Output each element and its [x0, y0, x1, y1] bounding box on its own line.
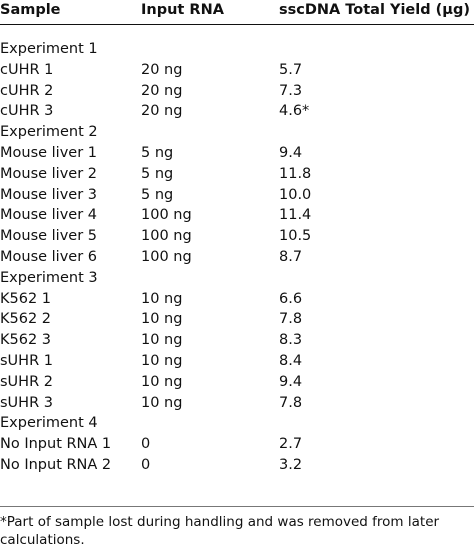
input-rna-cell: 10 ng [141, 290, 183, 307]
input-rna-cell: 20 ng [141, 82, 183, 99]
sample-cell: cUHR 1 [0, 61, 54, 78]
table-row: sUHR 2 10 ng 9.4 [0, 372, 474, 393]
sample-cell: No Input RNA 1 [0, 436, 112, 453]
sample-cell: K562 2 [0, 311, 52, 328]
header-sample: Sample [0, 2, 61, 18]
input-rna-cell: 10 ng [141, 373, 183, 390]
yield-table: Sample Input RNA sscDNA Total Yield (µg)… [0, 0, 474, 476]
table-row: K562 3 10 ng 8.3 [0, 330, 474, 351]
table-row: sUHR 3 10 ng 7.8 [0, 393, 474, 414]
table-row: Mouse liver 1 5 ng 9.4 [0, 143, 474, 164]
sample-cell: sUHR 1 [0, 352, 53, 369]
header-input-rna: Input RNA [141, 2, 224, 18]
sample-cell: Mouse liver 2 [0, 165, 98, 182]
yield-cell: 11.4 [279, 207, 312, 224]
table-footnote: *Part of sample lost during handling and… [0, 514, 440, 548]
section-row: Experiment 1 [0, 39, 474, 60]
input-rna-cell: 20 ng [141, 103, 183, 120]
yield-cell: 9.4 [279, 144, 303, 161]
section-label: Experiment 2 [0, 124, 98, 141]
table-bottom-rule [0, 506, 474, 507]
input-rna-cell: 0 [141, 436, 151, 453]
sample-cell: cUHR 2 [0, 82, 54, 99]
table-body: Experiment 1 cUHR 1 20 ng 5.7 cUHR 2 20 ng 7.3… [0, 25, 474, 476]
yield-cell: 9.4 [279, 373, 303, 390]
input-rna-cell: 100 ng [141, 248, 192, 265]
yield-cell: 7.3 [279, 82, 303, 99]
yield-cell: 8.3 [279, 332, 303, 349]
table-row: Mouse liver 4 100 ng 11.4 [0, 205, 474, 226]
input-rna-cell: 20 ng [141, 61, 183, 78]
sample-cell: Mouse liver 1 [0, 144, 98, 161]
yield-cell: 11.8 [279, 165, 312, 182]
table-row: K562 2 10 ng 7.8 [0, 309, 474, 330]
sample-cell: cUHR 3 [0, 103, 54, 120]
sample-cell: Mouse liver 6 [0, 248, 98, 265]
sample-cell: Mouse liver 3 [0, 186, 98, 203]
header-yield: sscDNA Total Yield (µg) [279, 2, 470, 18]
yield-cell: 2.7 [279, 436, 303, 453]
yield-cell: 7.8 [279, 394, 303, 411]
input-rna-cell: 5 ng [141, 165, 174, 182]
sample-cell: No Input RNA 2 [0, 456, 112, 473]
yield-cell: 4.6* [279, 103, 310, 120]
yield-cell: 7.8 [279, 311, 303, 328]
table-row: Mouse liver 2 5 ng 11.8 [0, 164, 474, 185]
table-header: Sample Input RNA sscDNA Total Yield (µg) [0, 0, 474, 25]
input-rna-cell: 10 ng [141, 394, 183, 411]
section-row: Experiment 3 [0, 268, 474, 289]
yield-cell: 8.7 [279, 248, 303, 265]
section-row: Experiment 2 [0, 122, 474, 143]
table-row: cUHR 1 20 ng 5.7 [0, 60, 474, 81]
yield-cell: 8.4 [279, 352, 303, 369]
sample-cell: K562 1 [0, 290, 52, 307]
yield-cell: 5.7 [279, 61, 303, 78]
input-rna-cell: 100 ng [141, 228, 192, 245]
input-rna-cell: 0 [141, 456, 151, 473]
table-row: Mouse liver 6 100 ng 8.7 [0, 247, 474, 268]
section-label: Experiment 3 [0, 269, 98, 286]
section-row: Experiment 4 [0, 413, 474, 434]
table-row: No Input RNA 2 0 3.2 [0, 455, 474, 476]
sample-cell: Mouse liver 4 [0, 207, 98, 224]
table-row: sUHR 1 10 ng 8.4 [0, 351, 474, 372]
sample-cell: Mouse liver 5 [0, 228, 98, 245]
input-rna-cell: 10 ng [141, 311, 183, 328]
input-rna-cell: 100 ng [141, 207, 192, 224]
yield-cell: 10.0 [279, 186, 312, 203]
section-label: Experiment 4 [0, 415, 98, 432]
input-rna-cell: 5 ng [141, 186, 174, 203]
input-rna-cell: 10 ng [141, 332, 183, 349]
yield-cell: 3.2 [279, 456, 303, 473]
sample-cell: K562 3 [0, 332, 52, 349]
sample-cell: sUHR 2 [0, 373, 53, 390]
input-rna-cell: 5 ng [141, 144, 174, 161]
sample-cell: sUHR 3 [0, 394, 53, 411]
input-rna-cell: 10 ng [141, 352, 183, 369]
section-label: Experiment 1 [0, 41, 98, 57]
table-row: K562 1 10 ng 6.6 [0, 289, 474, 310]
table-row: No Input RNA 1 0 2.7 [0, 434, 474, 455]
table-row: cUHR 2 20 ng 7.3 [0, 81, 474, 102]
table-row: Mouse liver 3 5 ng 10.0 [0, 185, 474, 206]
table-row: cUHR 3 20 ng 4.6* [0, 101, 474, 122]
table-row: Mouse liver 5 100 ng 10.5 [0, 226, 474, 247]
yield-cell: 6.6 [279, 290, 303, 307]
yield-cell: 10.5 [279, 228, 312, 245]
